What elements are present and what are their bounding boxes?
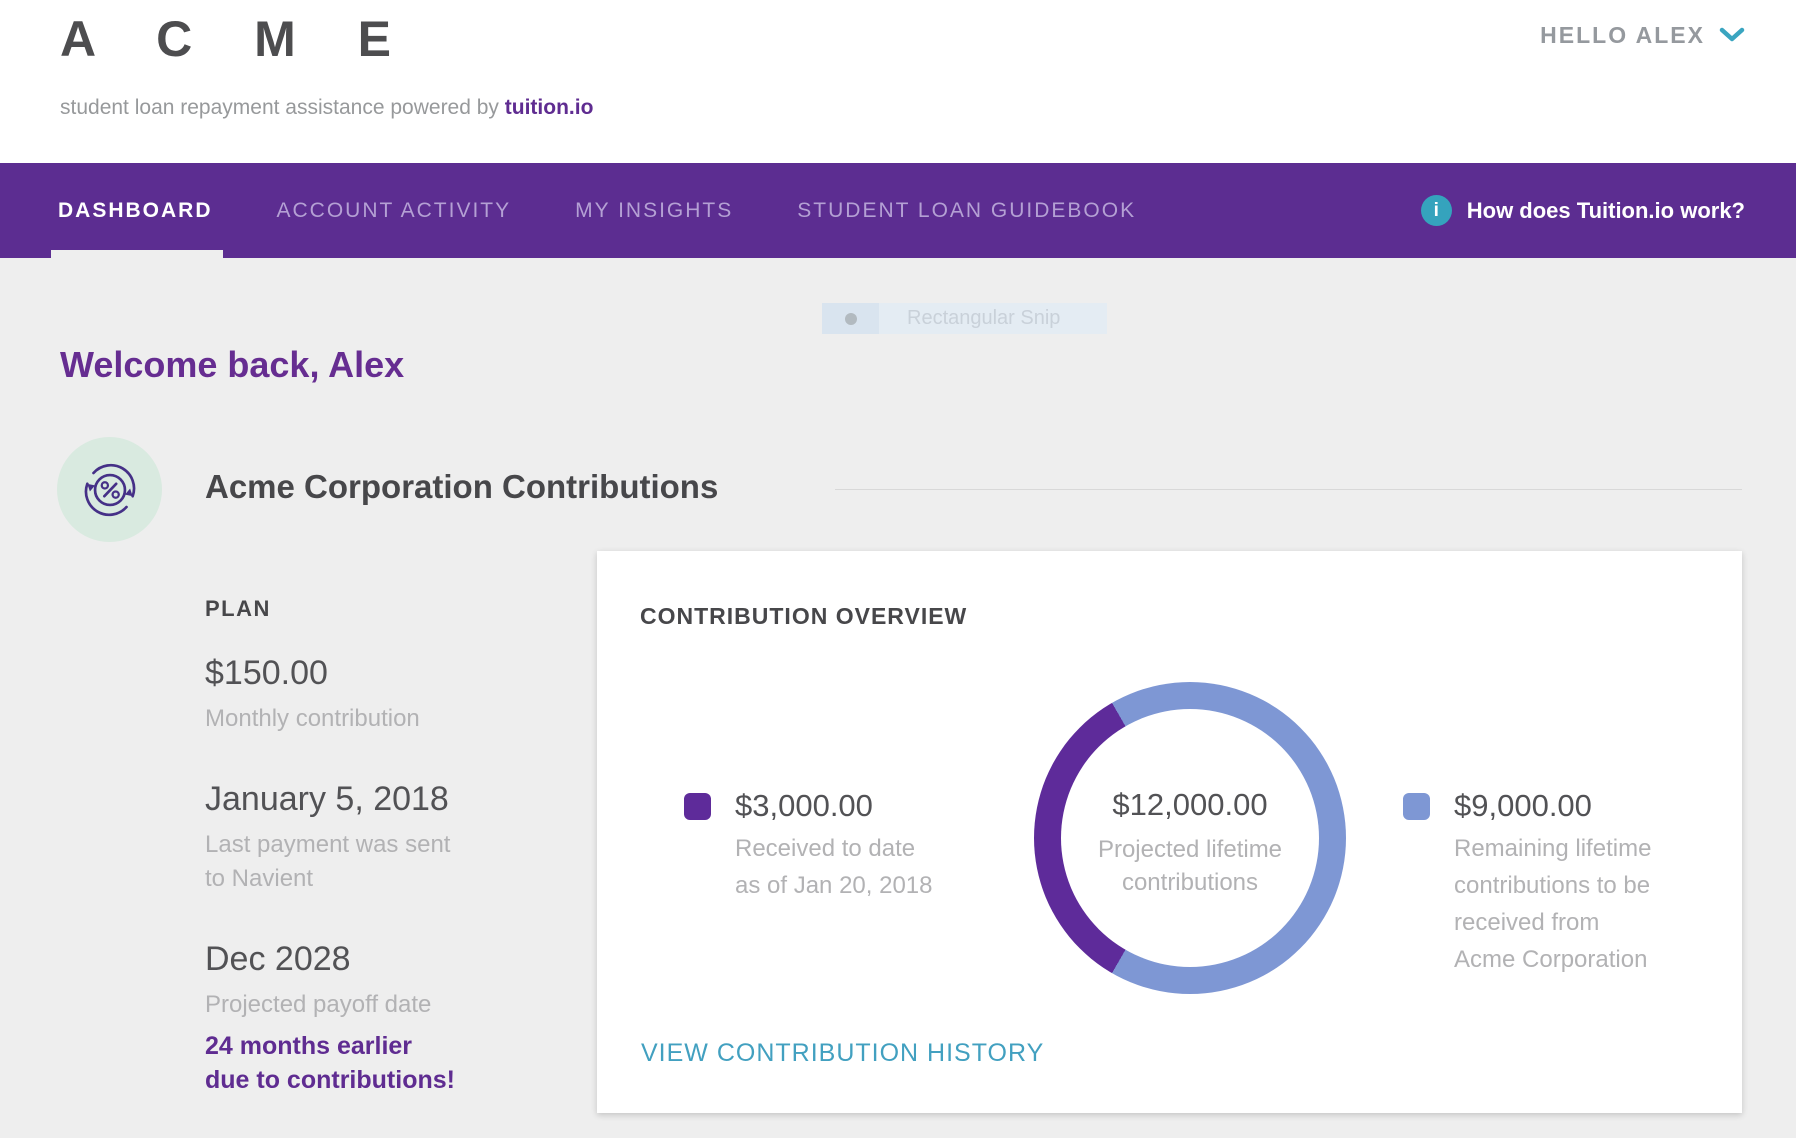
tagline: student loan repayment assistance powere… [60, 96, 593, 120]
received-caption: Received to date as of Jan 20, 2018 [735, 835, 933, 899]
tagline-text: student loan repayment assistance powere… [60, 96, 505, 119]
payoff-date: Dec 2028 [205, 940, 351, 978]
projected-total-caption: Projected lifetime contributions [1097, 836, 1283, 896]
main-nav: DASHBOARD ACCOUNT ACTIVITY MY INSIGHTS S… [0, 163, 1796, 263]
info-icon[interactable]: i [1420, 195, 1452, 226]
remaining-legend: $9,000.00 Remaining lifetime contributio… [1403, 788, 1651, 978]
monthly-contribution-value: $150.00 [205, 654, 328, 692]
donut-ring: $12,000.00 Projected lifetime contributi… [1034, 682, 1346, 994]
how-does-tuition-work-button[interactable]: i How does Tuition.io work? [1420, 163, 1745, 258]
tuition-io-brand-link[interactable]: tuition.io [504, 96, 594, 119]
snip-label: Rectangular Snip [907, 307, 1061, 329]
nav-tab-my-insights[interactable]: MY INSIGHTS [575, 198, 734, 222]
section-divider [835, 489, 1742, 490]
plan-section: PLAN $150.00 Monthly contribution Januar… [205, 596, 585, 1141]
section-title: Acme Corporation Contributions [205, 468, 719, 505]
contribution-overview-card: CONTRIBUTION OVERVIEW $3,000.00 Received… [597, 551, 1742, 1113]
welcome-heading: Welcome back, Alex [60, 344, 405, 385]
remaining-stat: $9,000.00 Remaining lifetime contributio… [1454, 788, 1651, 978]
plan-monthly-contribution: $150.00 Monthly contribution [205, 654, 585, 736]
snip-icon-box [822, 303, 879, 334]
last-payment-date: January 5, 2018 [205, 780, 449, 818]
user-menu[interactable]: HELLO ALEX [1540, 22, 1745, 49]
remaining-value: $9,000.00 [1454, 788, 1592, 823]
nav-tab-dashboard[interactable]: DASHBOARD [58, 198, 213, 222]
plan-last-payment: January 5, 2018 Last payment was sent to… [205, 780, 585, 896]
remaining-caption: Remaining lifetime contributions to be r… [1454, 835, 1652, 973]
content-area: Rectangular Snip Welcome back, Alex Acme… [0, 258, 1796, 1144]
donut-center: $12,000.00 Projected lifetime contributi… [1061, 709, 1319, 967]
received-swatch-icon [684, 793, 711, 820]
nav-tab-account-activity[interactable]: ACCOUNT ACTIVITY [276, 198, 512, 222]
card-title: CONTRIBUTION OVERVIEW [640, 603, 968, 629]
nav-items: DASHBOARD ACCOUNT ACTIVITY MY INSIGHTS S… [58, 163, 1200, 258]
snip-label-box: Rectangular Snip [879, 303, 1107, 334]
snip-dot-icon [844, 312, 857, 325]
projected-total-value: $12,000.00 [1112, 787, 1268, 822]
header: A C M E student loan repayment assistanc… [0, 0, 1796, 163]
percent-cycle-icon [57, 437, 162, 542]
nav-tab-student-loan-guidebook[interactable]: STUDENT LOAN GUIDEBOOK [797, 198, 1137, 222]
chevron-down-icon[interactable] [1719, 22, 1745, 49]
plan-title: PLAN [205, 596, 271, 621]
received-legend: $3,000.00 Received to date as of Jan 20,… [684, 788, 932, 904]
received-stat: $3,000.00 Received to date as of Jan 20,… [735, 788, 932, 904]
bottom-strip [0, 1138, 1796, 1144]
rectangular-snip-overlay: Rectangular Snip [822, 303, 1107, 334]
plan-payoff: Dec 2028 Projected payoff date 24 months… [205, 940, 585, 1097]
payoff-highlight-note: 24 months earlier due to contributions! [205, 1032, 455, 1094]
payoff-caption: Projected payoff date [205, 991, 432, 1018]
greeting-label: HELLO ALEX [1540, 22, 1705, 48]
help-label: How does Tuition.io work? [1466, 197, 1745, 223]
monthly-contribution-caption: Monthly contribution [205, 705, 420, 732]
acme-logo: A C M E [60, 11, 416, 67]
last-payment-caption: Last payment was sent to Navient [205, 831, 451, 892]
remaining-swatch-icon [1403, 793, 1430, 820]
view-contribution-history-link[interactable]: VIEW CONTRIBUTION HISTORY [641, 1039, 1045, 1067]
received-value: $3,000.00 [735, 788, 873, 823]
